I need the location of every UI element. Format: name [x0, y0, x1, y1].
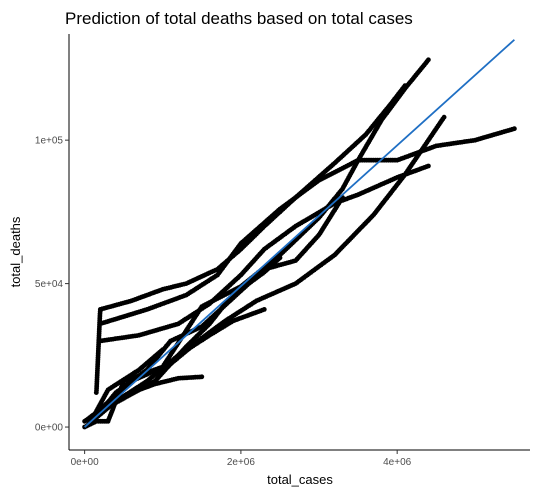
- data-point: [402, 83, 408, 88]
- y-tick-label: 1e+05: [35, 136, 64, 147]
- fit-line: [84, 39, 515, 428]
- x-tick-label: 2e+06: [227, 457, 256, 468]
- series-10: [90, 195, 345, 424]
- y-tick-label: 0e+00: [35, 423, 64, 434]
- series-2: [93, 83, 408, 395]
- data-point: [277, 255, 283, 261]
- series-3: [97, 126, 517, 327]
- data-point: [261, 307, 267, 312]
- y-tick-label: 5e+04: [35, 279, 64, 290]
- fit-line-layer: [84, 39, 515, 428]
- series-8: [82, 374, 205, 424]
- x-axis-title: total_cases: [267, 472, 333, 487]
- data-point: [441, 114, 447, 120]
- data-point: [199, 374, 205, 380]
- axes: 0e+00 2e+06 4e+06 0e+00 5e+04 1e+05: [35, 34, 530, 468]
- data-point: [426, 163, 431, 169]
- data-point: [426, 57, 431, 63]
- x-tick-label: 0e+00: [71, 457, 100, 468]
- data-points: [82, 57, 517, 430]
- x-tick-label: 4e+06: [383, 457, 412, 468]
- chart-title: Prediction of total deaths based on tota…: [65, 9, 413, 28]
- series-4: [97, 163, 431, 344]
- data-point: [512, 126, 517, 132]
- y-axis-title: total_deaths: [8, 216, 23, 287]
